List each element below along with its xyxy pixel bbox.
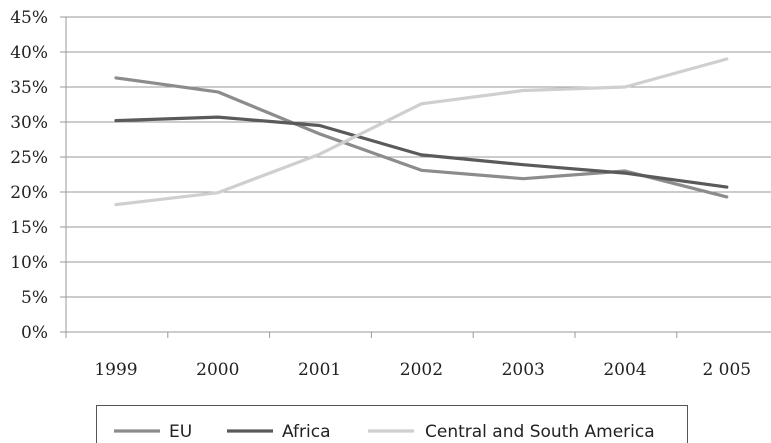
x-tick-label: 2002 [400,360,443,380]
x-tick-label: 2000 [196,360,239,380]
y-tick-label: 40% [10,43,48,63]
y-tick-label: 20% [10,183,48,203]
y-tick-label: 30% [10,113,48,133]
series-line-eu [114,76,729,199]
y-tick-label: 5% [21,288,48,308]
y-tick-label: 10% [10,253,48,273]
x-tick-label: 2004 [603,360,646,380]
legend-label: EU [169,422,192,442]
y-tick-label: 0% [21,323,48,343]
y-tick-label: 25% [10,148,48,168]
y-tick-label: 15% [10,218,48,238]
legend-label: Central and South America [425,422,655,442]
y-tick-labels: 0% 5% 10% 15% 20% 25% 30% 35% 40% 45% [10,8,48,343]
legend-label: Africa [282,422,331,442]
legend: EU Africa Central and South America [96,405,688,443]
x-tick-label: 2001 [298,360,341,380]
y-tick-label: 35% [10,78,48,98]
x-tick-label: 1999 [94,360,137,380]
y-tick-label: 45% [10,8,48,28]
axes [60,16,771,338]
gridlines [66,16,771,298]
series-lines [114,57,729,207]
x-tick-labels: 1999 2000 2001 2002 2003 2004 2 005 [94,360,751,380]
legend-box [96,405,688,443]
series-line-central-and-south-america [114,57,729,207]
x-tick-label: 2 005 [702,360,751,380]
series-line-africa [114,115,729,189]
x-tick-label: 2003 [502,360,545,380]
